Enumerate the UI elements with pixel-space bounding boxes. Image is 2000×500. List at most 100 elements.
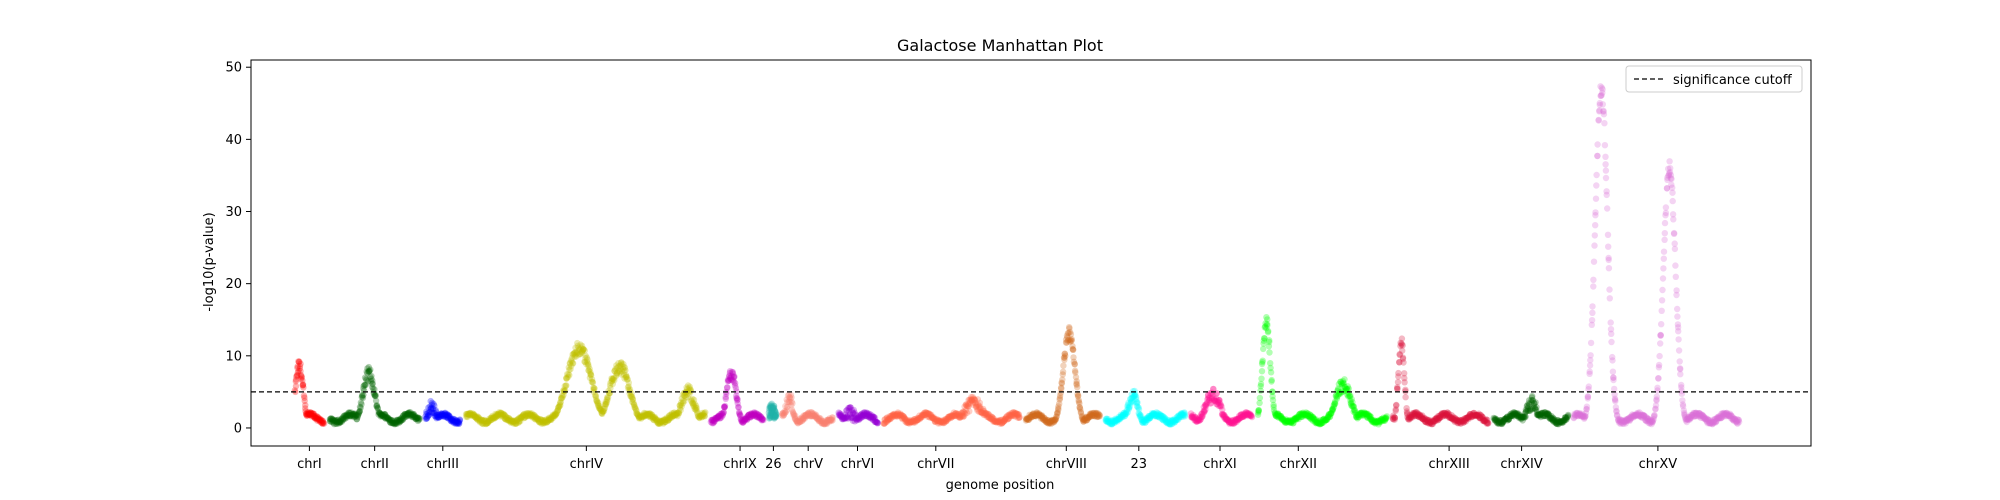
- data-point: [770, 410, 777, 417]
- data-point: [921, 409, 929, 416]
- chromosome-series: [765, 400, 780, 422]
- data-point: [561, 382, 568, 390]
- data-point: [332, 416, 339, 424]
- data-point: [544, 416, 552, 423]
- data-point: [802, 411, 810, 418]
- data-point: [1593, 171, 1600, 179]
- data-point: [305, 410, 312, 418]
- data-point: [539, 416, 546, 424]
- data-point: [797, 418, 804, 425]
- data-point: [376, 409, 383, 416]
- data-point: [989, 414, 996, 421]
- data-point: [557, 402, 564, 409]
- data-point: [702, 409, 709, 416]
- data-point: [477, 416, 485, 424]
- data-point: [648, 411, 655, 418]
- data-point: [604, 394, 611, 401]
- data-point: [955, 414, 963, 421]
- data-point: [1070, 358, 1078, 365]
- data-point: [974, 407, 981, 414]
- data-point: [756, 412, 763, 419]
- data-point: [822, 419, 829, 426]
- data-point: [655, 420, 662, 427]
- data-point: [516, 417, 523, 425]
- data-point: [818, 418, 825, 425]
- data-point: [536, 419, 543, 426]
- data-point: [491, 414, 499, 421]
- data-point: [370, 385, 377, 393]
- data-point: [946, 414, 953, 421]
- data-point: [522, 412, 529, 419]
- data-point: [1051, 417, 1058, 425]
- data-point: [873, 418, 880, 426]
- data-point: [750, 412, 757, 419]
- data-point: [886, 414, 893, 421]
- data-point: [528, 410, 535, 417]
- data-point: [798, 417, 806, 424]
- data-point: [439, 412, 446, 420]
- data-point: [949, 412, 956, 419]
- data-point: [542, 418, 549, 425]
- data-point: [397, 417, 405, 425]
- data-point: [446, 413, 453, 421]
- data-point: [1011, 411, 1018, 418]
- data-point: [537, 415, 544, 423]
- data-point: [375, 408, 382, 416]
- data-point: [305, 409, 313, 416]
- data-point: [587, 371, 594, 378]
- data-point: [844, 414, 851, 421]
- data-point: [438, 412, 445, 419]
- data-point: [721, 403, 728, 411]
- data-point: [406, 409, 413, 416]
- data-point: [515, 419, 522, 426]
- data-point: [478, 416, 486, 423]
- data-point: [354, 413, 361, 420]
- data-point: [414, 417, 422, 425]
- data-point: [431, 409, 439, 417]
- data-point: [1065, 336, 1072, 344]
- x-tick-label: chrIV: [570, 457, 604, 472]
- data-point: [844, 413, 851, 420]
- data-point: [656, 420, 664, 427]
- chromosome-series: [326, 363, 423, 428]
- data-point: [1592, 222, 1599, 229]
- data-point: [1264, 322, 1271, 329]
- data-point: [881, 420, 888, 427]
- data-point: [802, 411, 809, 419]
- data-point: [905, 418, 912, 425]
- data-point: [331, 420, 338, 428]
- data-point: [485, 418, 492, 426]
- data-point: [467, 410, 474, 417]
- chromosome-series: [1570, 83, 1743, 428]
- data-point: [1038, 412, 1046, 419]
- data-point: [302, 410, 310, 417]
- data-point: [950, 411, 958, 418]
- data-point: [671, 409, 678, 416]
- data-point: [610, 374, 618, 382]
- data-point: [985, 413, 993, 421]
- data-point: [808, 409, 815, 416]
- data-point: [306, 411, 314, 419]
- data-point: [1064, 337, 1072, 344]
- data-point: [412, 415, 420, 422]
- data-point: [513, 417, 520, 424]
- data-point: [533, 414, 540, 421]
- data-point: [1008, 412, 1016, 420]
- data-point: [615, 363, 622, 370]
- data-point: [892, 411, 900, 418]
- data-point: [817, 416, 825, 424]
- data-point: [509, 418, 516, 425]
- data-point: [548, 416, 555, 423]
- data-point: [337, 419, 344, 426]
- data-point: [373, 402, 380, 409]
- data-point: [642, 411, 649, 419]
- data-point: [341, 412, 348, 419]
- data-point: [1266, 349, 1273, 356]
- data-point: [357, 399, 365, 406]
- data-point: [1059, 368, 1067, 375]
- data-point: [1030, 410, 1037, 417]
- data-point: [726, 373, 733, 380]
- data-point: [871, 418, 879, 425]
- data-point: [621, 375, 628, 382]
- data-point: [741, 416, 749, 423]
